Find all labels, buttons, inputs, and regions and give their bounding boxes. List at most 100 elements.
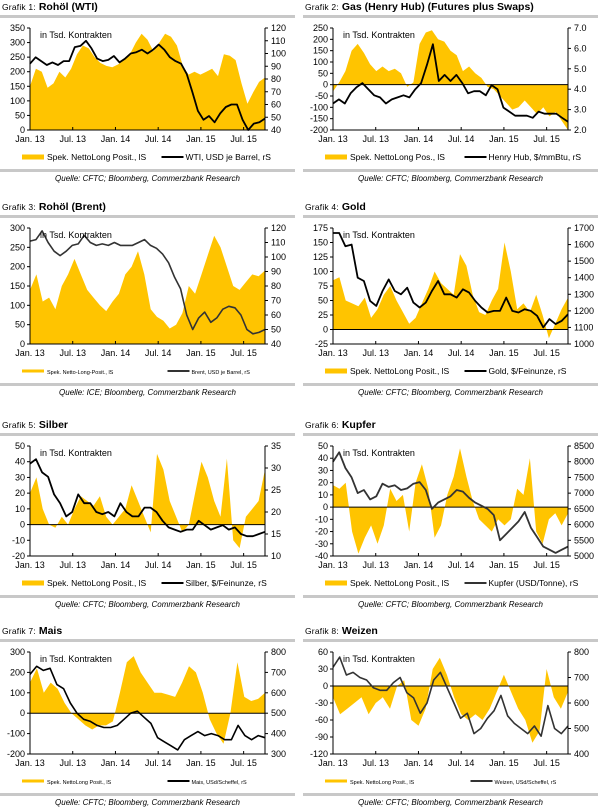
chart-source: Quelle: CFTC; Bloomberg, Commerzbank Res… xyxy=(358,600,543,609)
left-tick-label: 150 xyxy=(10,81,25,91)
x-tick-label: Jul. 15 xyxy=(230,560,257,570)
chart-label-prefix: Grafik 5: xyxy=(2,420,36,430)
x-tick-label: Jul. 13 xyxy=(59,134,86,144)
left-tick-label: 0 xyxy=(20,125,25,135)
right-tick-label: 120 xyxy=(271,223,286,233)
left-tick-label: 150 xyxy=(313,238,328,248)
left-tick-label: 100 xyxy=(313,267,328,277)
x-tick-label: Jul. 14 xyxy=(145,758,172,768)
chart-title-text: Rohöl (Brent) xyxy=(38,201,106,213)
x-tick-label: Jul. 14 xyxy=(145,560,172,570)
bottom-rule xyxy=(303,595,598,598)
legend-label-line: Gold, $/Feinunze, rS xyxy=(489,366,567,376)
series-line-price xyxy=(332,656,569,737)
chart-title: Grafik 2: Gas (Henry Hub) (Futures plus … xyxy=(303,0,598,14)
chart-title: Grafik 6: Kupfer xyxy=(303,418,598,432)
chart-g3: 0 50 100 150 200 250 300 40 50 60 70 80 90 100 110 120 J… xyxy=(10,223,286,376)
x-tick-label: Jan. 14 xyxy=(404,560,434,570)
series-line-price xyxy=(29,458,266,538)
left-tick-label: 10 xyxy=(318,490,328,500)
series-area-positioning xyxy=(30,656,265,744)
left-tick-label: 25 xyxy=(318,310,328,320)
left-tick-label: -200 xyxy=(7,749,25,759)
chart-g7: -200 -100 0 100 200 300 300 400 500 600 700 800 Jan.… xyxy=(7,647,286,786)
right-tick-label: 25 xyxy=(271,485,281,495)
x-tick-label: Jul. 15 xyxy=(533,758,560,768)
unit-annotation: in Tsd. Kontrakten xyxy=(40,230,112,240)
chart-source: Quelle: ICE; Bloomberg, Commerzbank Rese… xyxy=(59,388,236,397)
left-tick-label: 40 xyxy=(15,457,25,467)
right-tick-label: 40 xyxy=(271,339,281,349)
left-tick-label: -100 xyxy=(7,729,25,739)
right-tick-label: 800 xyxy=(271,647,286,657)
right-tick-label: 400 xyxy=(271,729,286,739)
left-tick-label: 100 xyxy=(10,688,25,698)
right-tick-label: 6500 xyxy=(574,504,594,514)
left-tick-label: 300 xyxy=(10,647,25,657)
right-tick-label: 50 xyxy=(271,325,281,335)
x-tick-label: Jan. 15 xyxy=(186,348,216,358)
right-tick-label: 800 xyxy=(574,647,589,657)
series-area-positioning xyxy=(30,33,265,130)
x-tick-label: Jul. 13 xyxy=(362,348,389,358)
series-line-price xyxy=(333,232,569,329)
unit-annotation: in Tsd. Kontrakten xyxy=(343,230,415,240)
right-tick-label: 5000 xyxy=(574,551,594,561)
series-area-positioning xyxy=(30,235,265,344)
x-tick-label: Jan. 14 xyxy=(101,134,131,144)
right-tick-label: 8000 xyxy=(574,457,594,467)
chart-source: Quelle: CFTC; Bloomberg, Commerzbank Res… xyxy=(55,174,240,183)
series-line-price xyxy=(332,43,569,123)
bottom-rule xyxy=(0,595,295,598)
right-tick-label: 80 xyxy=(271,74,281,84)
left-tick-label: 50 xyxy=(318,441,328,451)
right-tick-label: 5500 xyxy=(574,535,594,545)
right-tick-label: 80 xyxy=(271,281,281,291)
right-tick-label: 90 xyxy=(271,267,281,277)
chart-title: Grafik 8: Weizen xyxy=(303,624,598,638)
right-tick-label: 70 xyxy=(271,87,281,97)
right-tick-label: 90 xyxy=(271,61,281,71)
left-tick-label: -20 xyxy=(12,551,25,561)
x-tick-label: Jul. 14 xyxy=(448,560,475,570)
title-rule xyxy=(303,15,598,18)
left-tick-label: 150 xyxy=(10,281,25,291)
right-tick-label: 60 xyxy=(271,100,281,110)
left-tick-label: 0 xyxy=(20,339,25,349)
right-tick-label: 20 xyxy=(271,507,281,517)
chart-label-prefix: Grafik 7: xyxy=(2,626,36,636)
right-tick-label: 60 xyxy=(271,310,281,320)
right-tick-label: 700 xyxy=(574,673,589,683)
right-tick-label: 6.0 xyxy=(574,43,587,53)
right-tick-label: 30 xyxy=(271,463,281,473)
chart-title-text: Rohöl (WTI) xyxy=(38,1,98,13)
title-rule xyxy=(0,433,295,436)
right-tick-label: 7000 xyxy=(574,488,594,498)
left-tick-label: 50 xyxy=(318,68,328,78)
legend-label-area: Spek. NettoLong Posit., lS xyxy=(350,578,450,588)
left-tick-label: 30 xyxy=(318,465,328,475)
chart-panel-g6: Grafik 6: Kupfer -40 -30 -20 -10 0 10 20 30 40 50… xyxy=(303,418,598,612)
left-tick-label: 50 xyxy=(15,110,25,120)
x-tick-label: Jan. 14 xyxy=(404,348,434,358)
left-tick-label: 125 xyxy=(313,252,328,262)
right-tick-label: 110 xyxy=(271,238,285,248)
bottom-rule xyxy=(0,793,295,796)
chart-label-prefix: Grafik 2: xyxy=(305,2,339,12)
left-tick-label: 0 xyxy=(323,325,328,335)
legend-label-area: Spek. NettoLong Posit., lS xyxy=(47,780,112,786)
legend-label-line: WTI, USD je Barrel, rS xyxy=(186,152,272,162)
left-tick-label: 100 xyxy=(313,57,328,67)
chart-source: Quelle: CFTC; Bloomberg, Commerzbank Res… xyxy=(358,388,543,397)
bottom-rule xyxy=(0,383,295,386)
x-tick-label: Jan. 13 xyxy=(15,560,45,570)
right-tick-label: 1700 xyxy=(574,223,594,233)
x-tick-label: Jul. 14 xyxy=(448,758,475,768)
x-tick-label: Jan. 15 xyxy=(186,758,216,768)
chart-source: Quelle: CFTC; Bloomberg, Commerzbank Res… xyxy=(55,798,240,807)
legend-label-line: Henry Hub, $/mmBtu, rS xyxy=(489,152,582,162)
right-tick-label: 1000 xyxy=(574,339,594,349)
left-tick-label: 175 xyxy=(313,223,328,233)
chart-panel-g8: Grafik 8: Weizen -120 -90 -60 -30 0 30 60 400 50… xyxy=(303,624,598,810)
x-tick-label: Jul. 13 xyxy=(362,758,389,768)
